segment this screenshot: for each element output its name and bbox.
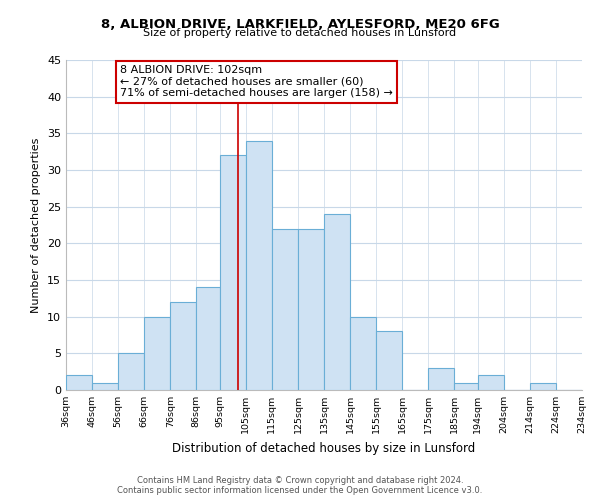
Bar [144,316,170,390]
Bar [324,214,350,390]
Bar [118,354,144,390]
Bar [196,288,220,390]
Bar [92,382,118,390]
Bar [478,376,504,390]
Bar [66,376,92,390]
Bar [220,156,246,390]
Text: Size of property relative to detached houses in Lunsford: Size of property relative to detached ho… [143,28,457,38]
Bar [376,332,402,390]
Text: 8, ALBION DRIVE, LARKFIELD, AYLESFORD, ME20 6FG: 8, ALBION DRIVE, LARKFIELD, AYLESFORD, M… [101,18,499,30]
Text: Contains HM Land Registry data © Crown copyright and database right 2024.
Contai: Contains HM Land Registry data © Crown c… [118,476,482,495]
Bar [350,316,376,390]
Bar [428,368,454,390]
X-axis label: Distribution of detached houses by size in Lunsford: Distribution of detached houses by size … [172,442,476,454]
Y-axis label: Number of detached properties: Number of detached properties [31,138,41,312]
Bar [298,228,324,390]
Bar [454,382,478,390]
Bar [246,140,272,390]
Bar [272,228,298,390]
Bar [170,302,196,390]
Text: 8 ALBION DRIVE: 102sqm
← 27% of detached houses are smaller (60)
71% of semi-det: 8 ALBION DRIVE: 102sqm ← 27% of detached… [120,65,393,98]
Bar [530,382,556,390]
